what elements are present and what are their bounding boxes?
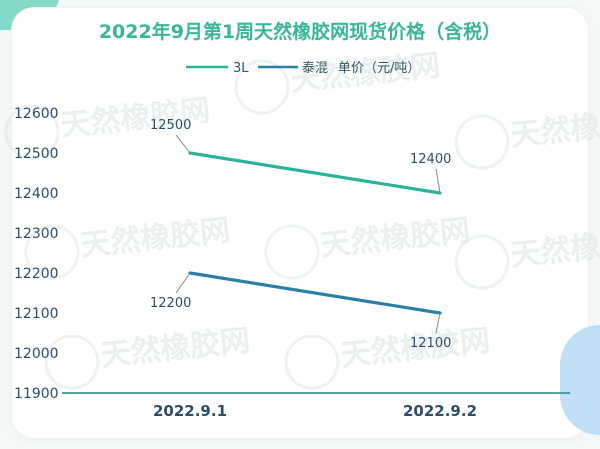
data-label-leader — [175, 272, 191, 294]
watermark-emblem — [264, 224, 320, 280]
legend: 3L 泰混 单价（元/吨） — [186, 61, 420, 76]
watermark-text: 天然橡胶网 — [79, 213, 232, 263]
y-tick-label: 12300 — [14, 226, 59, 242]
data-label: 12100 — [410, 336, 451, 351]
watermark-emblem — [454, 234, 510, 290]
watermark-text: 天然橡胶网 — [319, 213, 472, 263]
watermark-emblem — [24, 224, 80, 280]
x-tick-label: 2022.9.2 — [403, 402, 477, 420]
data-label: 12400 — [410, 152, 451, 167]
watermark-emblem — [234, 59, 290, 115]
watermark-text: 天然橡胶网 — [99, 323, 252, 373]
watermark-emblem — [44, 334, 100, 390]
watermark-text: 天然橡胶网 — [509, 223, 600, 273]
y-tick-label: 11900 — [14, 386, 59, 402]
y-tick-label: 12600 — [14, 106, 59, 122]
chart-panel — [12, 8, 588, 438]
watermark-text: 天然橡胶网 — [509, 103, 600, 153]
legend-unit: 单价（元/吨） — [338, 61, 420, 76]
data-label-leader — [175, 134, 191, 154]
y-tick-label: 12000 — [14, 346, 59, 362]
series-group: 12500 12400 12200 12100 — [150, 118, 451, 351]
legend-label-thai-mix: 泰混 — [302, 61, 328, 76]
decorative-corner-bottom-right — [560, 325, 600, 435]
data-label-leader — [435, 312, 441, 334]
y-axis: 11900 12000 12100 12200 12300 12400 12500 12600 — [14, 106, 59, 402]
x-tick-label: 2022.9.1 — [153, 402, 227, 420]
y-tick-label: 12400 — [14, 186, 59, 202]
watermark-emblem — [284, 334, 340, 390]
y-tick-label: 12200 — [14, 266, 59, 282]
y-tick-label: 12500 — [14, 146, 59, 162]
chart-title: 2022年9月第1周天然橡胶网现货价格（含税） — [99, 20, 501, 43]
data-label: 12500 — [150, 118, 191, 133]
watermark-emblem — [454, 114, 510, 170]
legend-label-3l: 3L — [233, 61, 249, 76]
y-tick-label: 12100 — [14, 306, 59, 322]
watermark-emblem — [4, 104, 60, 160]
data-label: 12200 — [150, 296, 191, 311]
series-line — [188, 271, 442, 315]
data-label-leader — [435, 168, 441, 194]
series-line — [188, 151, 442, 195]
x-axis: 2022.9.1 2022.9.2 — [62, 392, 570, 420]
